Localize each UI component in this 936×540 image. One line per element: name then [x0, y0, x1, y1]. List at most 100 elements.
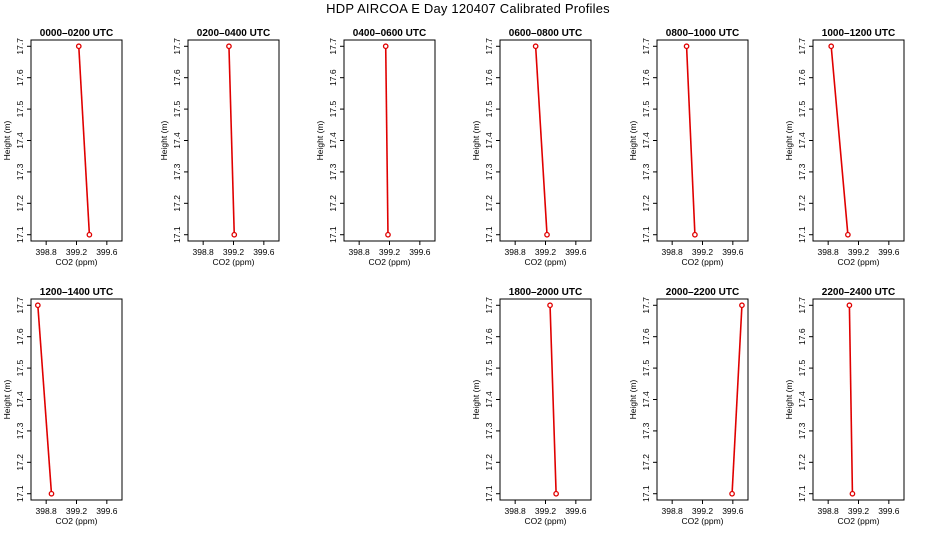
- x-tick-label: 398.8: [193, 247, 215, 257]
- y-tick-label: 17.7: [641, 297, 651, 314]
- y-tick-label: 17.3: [797, 163, 807, 180]
- y-tick-label: 17.2: [484, 195, 494, 212]
- x-tick-label: 399.6: [565, 247, 587, 257]
- y-tick-label: 17.3: [797, 422, 807, 439]
- plot-frame: [812, 298, 905, 501]
- data-point: [547, 302, 553, 309]
- data-point: [683, 43, 690, 50]
- y-tick-label: 17.3: [15, 422, 25, 439]
- data-point: [382, 43, 389, 50]
- x-tick-label: 399.2: [535, 247, 557, 257]
- x-tick-label: 399.6: [565, 506, 587, 516]
- x-tick-label: 399.6: [253, 247, 275, 257]
- y-tick-label: 17.7: [797, 297, 807, 314]
- y-axis-label: Height (m): [315, 121, 325, 161]
- plot-frame: [499, 298, 592, 501]
- y-tick-label: 17.5: [641, 360, 651, 377]
- x-tick-label: 399.2: [692, 247, 714, 257]
- y-tick-label: 17.1: [484, 226, 494, 243]
- y-tick-label: 17.4: [328, 132, 338, 149]
- x-tick-label: 399.2: [848, 247, 870, 257]
- y-tick-label: 17.3: [328, 163, 338, 180]
- y-tick-label: 17.3: [484, 163, 494, 180]
- x-tick-label: 399.2: [692, 506, 714, 516]
- y-tick-label: 17.6: [484, 69, 494, 86]
- x-axis-label: CO2 (ppm): [524, 516, 566, 526]
- y-axis-label: Height (m): [159, 121, 169, 161]
- x-axis-label: CO2 (ppm): [212, 257, 254, 267]
- y-tick-label: 17.7: [641, 38, 651, 55]
- data-line: [37, 305, 53, 494]
- plot-frame: [30, 39, 123, 242]
- data-point: [48, 490, 55, 497]
- panel-title: 1200–1400 UTC: [40, 287, 113, 298]
- data-point: [553, 490, 559, 497]
- y-tick-label: 17.1: [15, 226, 25, 243]
- y-tick-label: 17.7: [797, 38, 807, 55]
- y-tick-label: 17.2: [641, 195, 651, 212]
- y-tick-label: 17.1: [641, 226, 651, 243]
- y-tick-label: 17.6: [797, 328, 807, 345]
- y-tick-label: 17.5: [484, 360, 494, 377]
- y-tick-label: 17.7: [172, 38, 182, 55]
- panel-title: 2200–2400 UTC: [822, 287, 895, 298]
- y-tick-label: 17.6: [641, 328, 651, 345]
- data-point: [231, 231, 238, 238]
- data-point: [226, 43, 232, 50]
- x-tick-label: 399.6: [96, 506, 118, 516]
- y-tick-label: 17.3: [15, 163, 25, 180]
- panel-title: 2000–2200 UTC: [666, 287, 739, 298]
- panel-title: 1000–1200 UTC: [822, 28, 895, 39]
- y-axis-label: Height (m): [628, 121, 638, 161]
- y-axis-label: Height (m): [471, 380, 481, 420]
- y-tick-label: 17.1: [797, 226, 807, 243]
- y-axis-label: Height (m): [784, 380, 794, 420]
- plot-frame: [656, 298, 749, 501]
- y-tick-label: 17.1: [172, 226, 182, 243]
- panel-title: 0000–0200 UTC: [40, 28, 113, 39]
- y-axis-label: Height (m): [2, 121, 12, 161]
- y-axis-label: Height (m): [628, 380, 638, 420]
- x-tick-label: 399.2: [379, 247, 401, 257]
- y-tick-label: 17.1: [484, 485, 494, 502]
- y-tick-label: 17.3: [172, 163, 182, 180]
- y-tick-label: 17.4: [484, 132, 494, 149]
- x-tick-label: 398.8: [36, 506, 58, 516]
- y-tick-label: 17.3: [484, 422, 494, 439]
- data-point: [828, 43, 835, 50]
- y-tick-label: 17.5: [484, 101, 494, 118]
- y-tick-label: 17.1: [797, 485, 807, 502]
- y-tick-label: 17.5: [328, 101, 338, 118]
- y-tick-label: 17.5: [172, 101, 182, 118]
- y-tick-label: 17.4: [15, 132, 25, 149]
- y-tick-label: 17.2: [641, 454, 651, 471]
- x-axis-label: CO2 (ppm): [681, 257, 723, 267]
- panel-title: 0600–0800 UTC: [509, 28, 582, 39]
- page-title: HDP AIRCOA E Day 120407 Calibrated Profi…: [326, 1, 610, 16]
- y-tick-label: 17.6: [328, 69, 338, 86]
- y-tick-label: 17.3: [641, 422, 651, 439]
- x-tick-label: 398.8: [818, 247, 840, 257]
- y-tick-label: 17.4: [484, 391, 494, 408]
- x-tick-label: 398.8: [36, 247, 58, 257]
- y-tick-label: 17.2: [15, 195, 25, 212]
- y-tick-label: 17.1: [328, 226, 338, 243]
- data-point: [544, 231, 550, 238]
- y-tick-label: 17.7: [484, 38, 494, 55]
- x-tick-label: 398.8: [349, 247, 371, 257]
- y-tick-label: 17.4: [172, 132, 182, 149]
- plot-frame: [656, 39, 749, 242]
- x-axis-label: CO2 (ppm): [681, 516, 723, 526]
- data-point: [845, 231, 851, 238]
- y-tick-label: 17.4: [641, 391, 651, 408]
- y-tick-label: 17.5: [797, 101, 807, 118]
